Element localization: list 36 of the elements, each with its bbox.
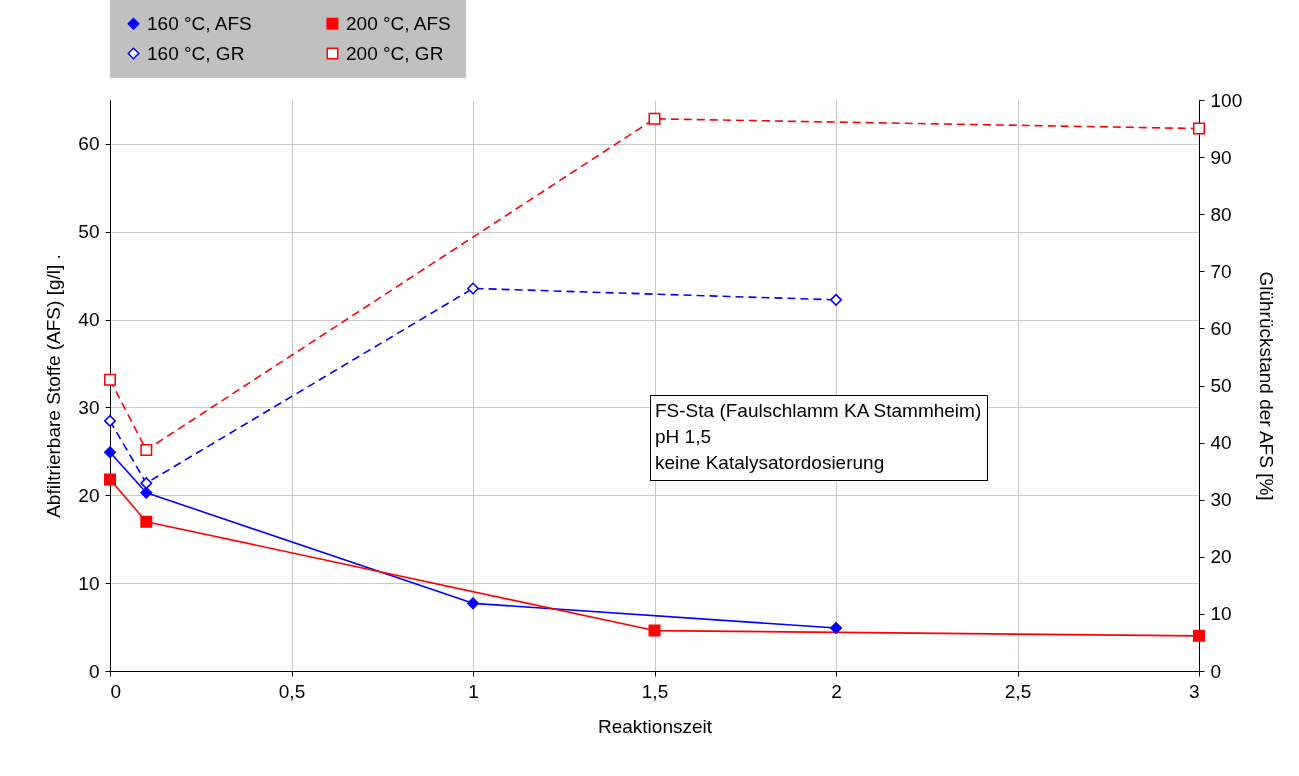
- annotation: FS-Sta (Faulschlamm KA Stammheim): [655, 399, 982, 423]
- y2-tick-label: 30: [1210, 489, 1232, 511]
- y-tick-label: 0: [88, 660, 100, 682]
- y2-tick-label: 70: [1210, 260, 1232, 282]
- x-tick-label: 1: [468, 680, 479, 702]
- note-box: FS-Sta (Faulschlamm KA Stammheim) pH 1,5 keine Katalysatordosierung: [650, 395, 989, 481]
- annotation: pH 1,5: [655, 425, 712, 449]
- x-tick-label: 2: [831, 680, 842, 702]
- legend-label: 200 °C, GR: [346, 42, 444, 64]
- y2-tick-label: 80: [1210, 203, 1232, 225]
- x-tick-label: 2,5: [1004, 680, 1032, 702]
- legend-label: 200 °C, AFS: [346, 12, 451, 34]
- y2-tick-label: 10: [1210, 603, 1232, 625]
- y2-tick-label: 20: [1210, 546, 1232, 568]
- y2-tick-label: 100: [1210, 89, 1243, 111]
- x-tick-label: 1,5: [641, 680, 669, 702]
- legend-label: 160 °C, GR: [147, 42, 245, 64]
- y2-tick-label: 60: [1210, 317, 1232, 339]
- annotation: keine Katalysatordosierung: [655, 451, 886, 475]
- legend-label: 160 °C, AFS: [147, 12, 252, 34]
- x-tick-label: 3: [1188, 680, 1200, 702]
- y-tick-label: 20: [78, 484, 100, 506]
- y-tick-label: 60: [78, 133, 100, 155]
- y-tick-label: 30: [78, 396, 100, 418]
- y2-axis-title: Glührückstand der AFS [%]: [1256, 271, 1278, 501]
- y-tick-label: 50: [78, 221, 100, 243]
- y2-tick-label: 40: [1210, 432, 1232, 454]
- x-tick-label: 0: [110, 680, 122, 702]
- y-tick-label: 40: [78, 309, 100, 331]
- x-tick-label: 0,5: [278, 680, 306, 702]
- y2-tick-label: 0: [1210, 660, 1222, 682]
- y2-tick-label: 50: [1210, 375, 1232, 396]
- y2-tick-label: 90: [1210, 146, 1232, 168]
- x-axis-title: Reaktionszeit: [597, 715, 713, 737]
- y-tick-label: 10: [78, 572, 100, 594]
- y-axis-title: Abfiltrierbare Stoffe (AFS) [g/l] .: [43, 254, 65, 518]
